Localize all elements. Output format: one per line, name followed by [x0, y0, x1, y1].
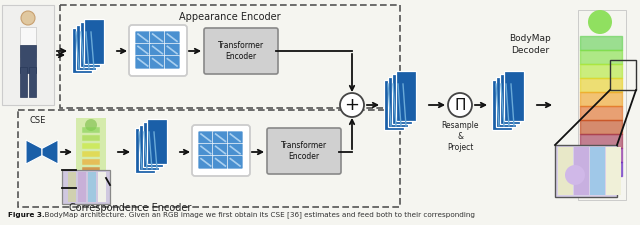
Circle shape — [85, 119, 97, 131]
FancyBboxPatch shape — [212, 131, 228, 144]
FancyBboxPatch shape — [606, 147, 621, 195]
Polygon shape — [26, 140, 42, 164]
FancyBboxPatch shape — [84, 19, 104, 64]
FancyBboxPatch shape — [20, 45, 36, 73]
Text: Figure 3.: Figure 3. — [8, 212, 45, 218]
Circle shape — [565, 165, 585, 185]
FancyBboxPatch shape — [62, 170, 110, 204]
FancyBboxPatch shape — [72, 28, 92, 73]
FancyBboxPatch shape — [164, 43, 180, 57]
FancyBboxPatch shape — [20, 67, 27, 97]
FancyBboxPatch shape — [198, 143, 214, 157]
FancyBboxPatch shape — [135, 43, 150, 57]
FancyBboxPatch shape — [139, 125, 159, 170]
FancyBboxPatch shape — [29, 67, 36, 97]
FancyBboxPatch shape — [164, 31, 180, 44]
Circle shape — [21, 11, 35, 25]
FancyBboxPatch shape — [396, 71, 416, 121]
FancyBboxPatch shape — [150, 43, 165, 57]
Text: Correspondence Encoder: Correspondence Encoder — [69, 203, 191, 213]
Text: Transformer
Encoder: Transformer Encoder — [218, 40, 264, 61]
FancyBboxPatch shape — [192, 125, 250, 176]
FancyBboxPatch shape — [227, 143, 243, 157]
FancyBboxPatch shape — [80, 22, 100, 67]
FancyBboxPatch shape — [147, 119, 167, 164]
Text: Π: Π — [454, 97, 466, 112]
FancyBboxPatch shape — [504, 71, 524, 121]
FancyBboxPatch shape — [98, 172, 106, 202]
FancyBboxPatch shape — [574, 147, 589, 195]
FancyBboxPatch shape — [129, 25, 187, 76]
FancyBboxPatch shape — [212, 156, 228, 169]
FancyBboxPatch shape — [20, 27, 36, 45]
FancyBboxPatch shape — [492, 80, 512, 130]
FancyBboxPatch shape — [150, 56, 165, 69]
Text: BodyMap architecture. Given an RGB image we first obtain its CSE [36] estimates : BodyMap architecture. Given an RGB image… — [40, 211, 475, 218]
Text: BodyMap
Decoder: BodyMap Decoder — [509, 34, 551, 55]
Polygon shape — [42, 140, 58, 164]
FancyBboxPatch shape — [590, 147, 605, 195]
Circle shape — [340, 93, 364, 117]
FancyBboxPatch shape — [227, 131, 243, 144]
FancyBboxPatch shape — [150, 31, 165, 44]
FancyBboxPatch shape — [135, 31, 150, 44]
Circle shape — [448, 93, 472, 117]
FancyBboxPatch shape — [198, 131, 214, 144]
FancyBboxPatch shape — [135, 56, 150, 69]
FancyBboxPatch shape — [76, 118, 106, 188]
FancyBboxPatch shape — [20, 27, 36, 57]
FancyBboxPatch shape — [78, 172, 86, 202]
FancyBboxPatch shape — [164, 56, 180, 69]
FancyBboxPatch shape — [143, 122, 163, 167]
FancyBboxPatch shape — [2, 5, 54, 105]
FancyBboxPatch shape — [204, 28, 278, 74]
FancyBboxPatch shape — [388, 77, 408, 127]
FancyBboxPatch shape — [496, 77, 516, 127]
FancyBboxPatch shape — [88, 172, 96, 202]
FancyBboxPatch shape — [392, 74, 412, 124]
Text: +: + — [344, 96, 360, 114]
FancyBboxPatch shape — [68, 172, 76, 202]
FancyBboxPatch shape — [198, 156, 214, 169]
FancyBboxPatch shape — [384, 80, 404, 130]
FancyBboxPatch shape — [76, 25, 96, 70]
Circle shape — [588, 10, 612, 34]
FancyBboxPatch shape — [212, 143, 228, 157]
FancyBboxPatch shape — [558, 147, 573, 195]
FancyBboxPatch shape — [555, 145, 617, 197]
Text: Resample
&
Project: Resample & Project — [441, 121, 479, 152]
FancyBboxPatch shape — [500, 74, 520, 124]
FancyBboxPatch shape — [227, 156, 243, 169]
Text: Transformer
Encoder: Transformer Encoder — [281, 141, 327, 161]
FancyBboxPatch shape — [135, 128, 155, 173]
Text: Appearance Encoder: Appearance Encoder — [179, 12, 281, 22]
FancyBboxPatch shape — [267, 128, 341, 174]
Text: CSE: CSE — [30, 116, 46, 125]
